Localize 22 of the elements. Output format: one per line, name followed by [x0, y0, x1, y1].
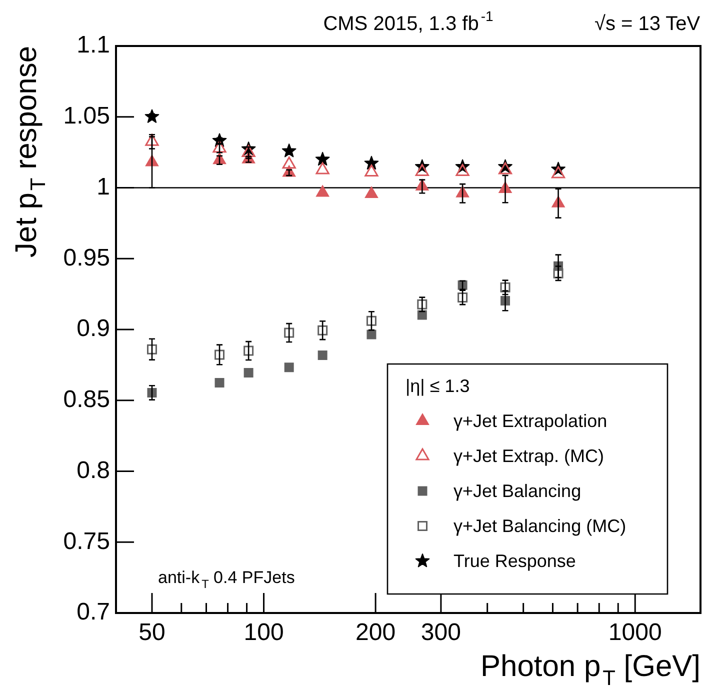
legend-label: True Response [454, 551, 576, 571]
x-tick-label: 50 [138, 619, 166, 646]
y-tick-label: 1.05 [63, 102, 110, 130]
y-tick-label: 0.85 [63, 386, 110, 413]
y-tick-label: 0.8 [76, 456, 110, 484]
x-tick-label: 300 [420, 619, 461, 646]
y-axis-title: Jet pT response [10, 46, 50, 258]
x-tick-label: 200 [356, 619, 396, 646]
legend-label: γ+Jet Extrapolation [454, 411, 608, 431]
y-tick-label: 1.1 [76, 32, 110, 59]
x-tick-label: 1000 [608, 619, 662, 646]
legend-title: |η| ≤ 1.3 [406, 376, 470, 396]
text: √s = 13 TeV [594, 13, 701, 35]
y-tick-label: 0.9 [76, 315, 110, 342]
legend-label: γ+Jet Extrap. (MC) [454, 446, 604, 466]
y-tick-label: 0.7 [76, 598, 110, 626]
y-tick-label: 1 [96, 173, 110, 200]
y-tick-label: 0.75 [63, 528, 110, 555]
x-tick-label: 100 [244, 619, 284, 646]
legend-label: γ+Jet Balancing (MC) [454, 516, 626, 536]
y-tick-label: 0.95 [63, 244, 110, 272]
legend-label: γ+Jet Balancing [454, 481, 582, 501]
